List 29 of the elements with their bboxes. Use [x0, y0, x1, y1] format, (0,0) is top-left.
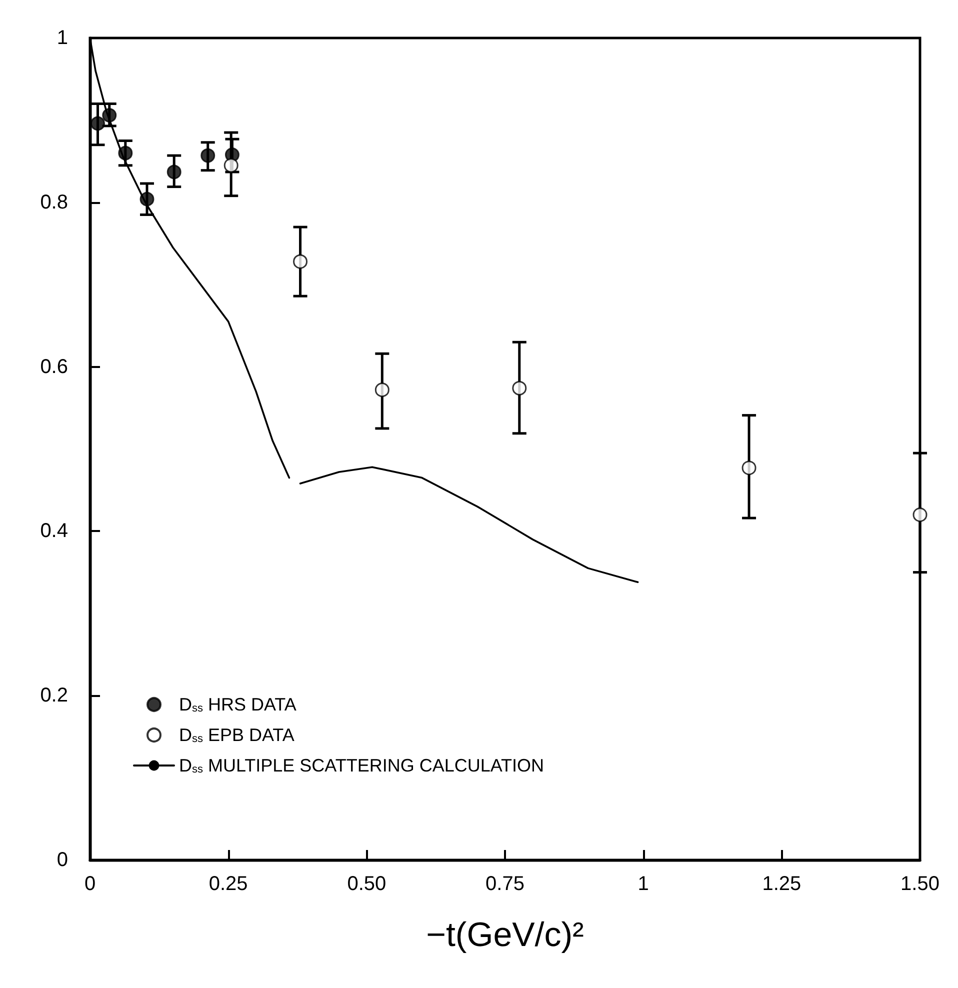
x-tick-label: 0.50	[347, 873, 386, 895]
x-tick-label: 0.75	[486, 873, 524, 895]
point	[200, 148, 216, 163]
point	[374, 382, 390, 398]
legend-label: Dss MULTIPLE SCATTERING CALCULATION	[179, 756, 544, 776]
point	[118, 146, 133, 160]
y-tick-label: 0.2	[40, 684, 68, 707]
legend-label: Dss HRS DATA	[179, 694, 296, 714]
point	[90, 116, 105, 131]
x-axis-title: −t(GeV/c)²	[426, 916, 584, 954]
y-tick-label: 0.4	[40, 520, 68, 542]
point	[293, 254, 308, 269]
x-tick-label: 0	[84, 873, 96, 895]
y-tick-label: 0.8	[40, 191, 68, 214]
legend-label: Dss EPB DATA	[179, 725, 294, 745]
point	[742, 460, 756, 476]
x-tick-label: 1.25	[762, 873, 802, 895]
x-tick-label: 1	[638, 873, 649, 895]
y-tick-label: 1	[56, 27, 68, 49]
point	[140, 192, 154, 206]
point	[102, 108, 117, 123]
point	[512, 380, 527, 396]
y-tick-label: 0.6	[40, 356, 68, 378]
point	[224, 158, 238, 173]
point	[166, 164, 182, 180]
x-tick-label: 1.50	[900, 873, 940, 895]
point	[912, 508, 928, 522]
x-tick-label: 0.25	[208, 873, 248, 895]
y-tick-label: 0	[56, 849, 68, 871]
